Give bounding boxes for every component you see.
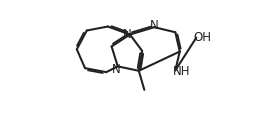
Text: N: N — [112, 63, 121, 75]
Text: OH: OH — [194, 31, 212, 44]
Text: N: N — [123, 28, 131, 41]
Text: N: N — [150, 19, 159, 32]
Text: NH: NH — [173, 64, 190, 77]
